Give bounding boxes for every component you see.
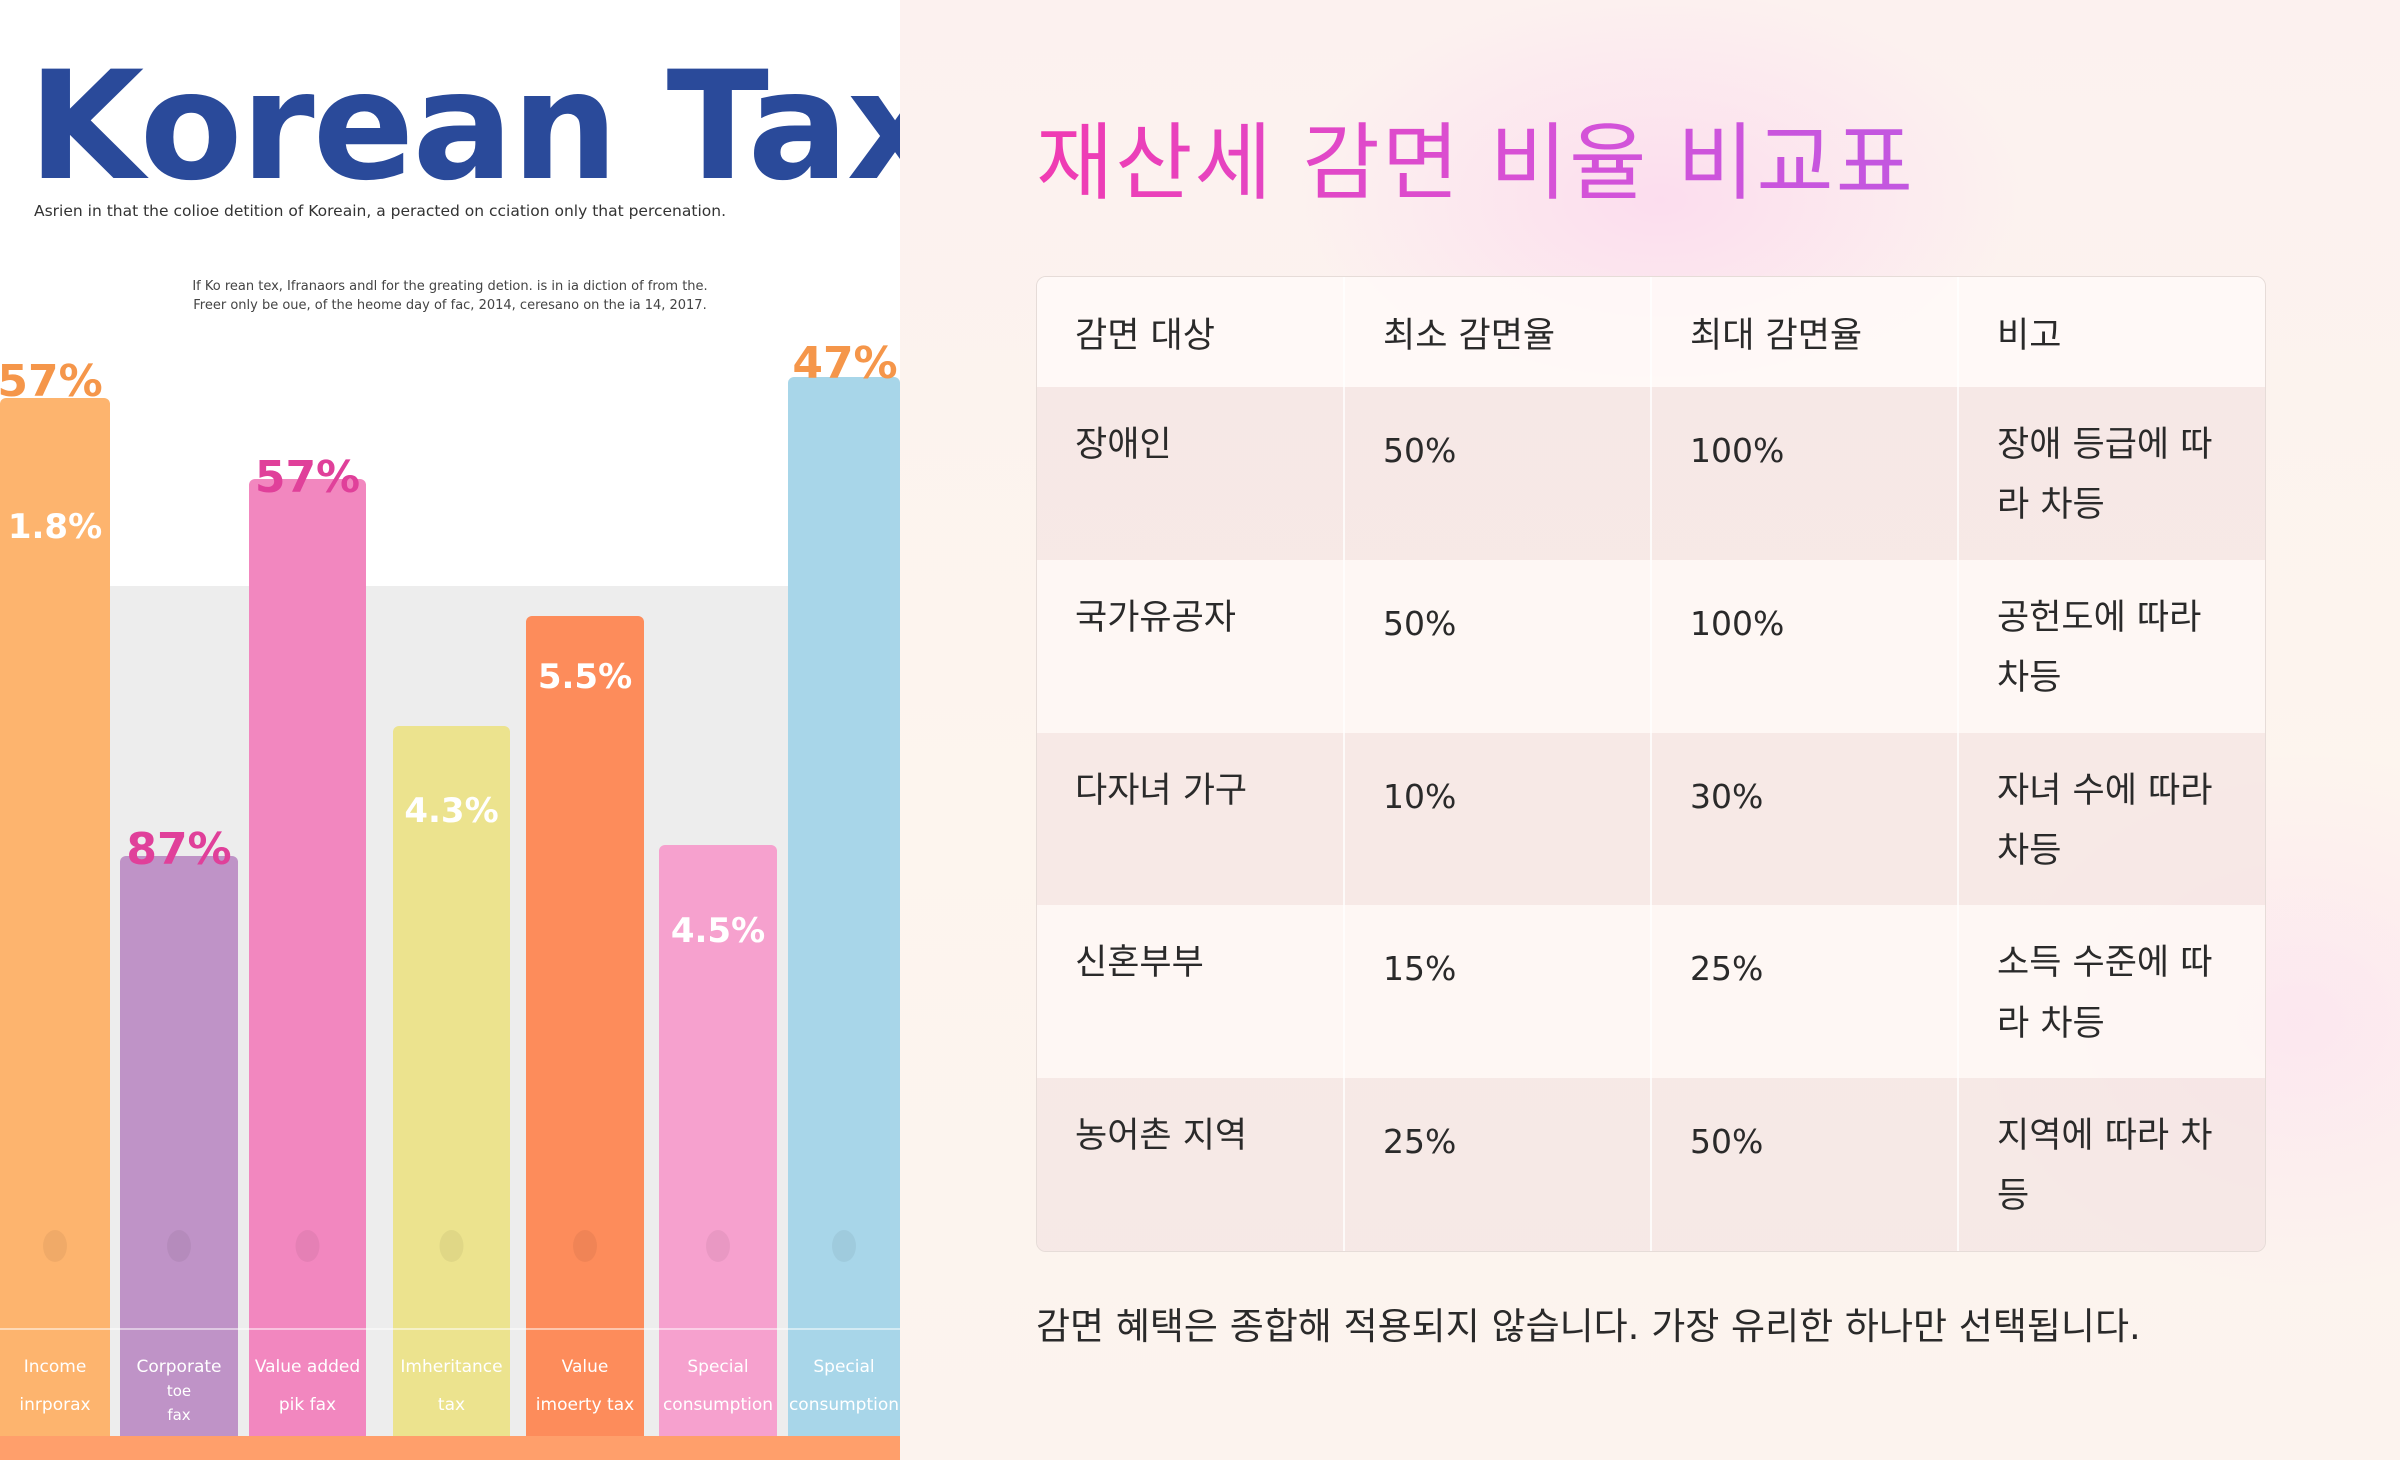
bar-dot [573, 1230, 597, 1262]
bar-category-label: Income [24, 1357, 87, 1377]
bar-dot [43, 1230, 67, 1262]
cell-note: 장애 등급에 따라 차등 [1958, 387, 2265, 560]
cell-note: 지역에 따라 차등 [1958, 1078, 2265, 1251]
cell-note: 자녀 수에 따라 차등 [1958, 732, 2265, 906]
reduction-rate-table: 감면 대상 최소 감면율 최대 감면율 비고 장애인 50% 100% 장애 등… [1036, 276, 2266, 1252]
cell-target: 장애인 [1037, 387, 1345, 560]
bar-label-divider [0, 1328, 900, 1330]
bar-category-label: Corporate [137, 1357, 222, 1377]
bar-dot [439, 1230, 464, 1262]
bar-value-label: 87% [126, 824, 231, 875]
bar-dot [167, 1230, 191, 1262]
tax-bar [788, 377, 900, 1446]
bar-inner-label: 4.3% [404, 791, 498, 831]
comparison-panel: 재산세 감면 비율 비교표 감면 대상 최소 감면율 최대 감면율 비고 장애인… [900, 0, 2400, 1460]
bar-value-label: 57% [255, 452, 360, 503]
cell-min-rate: 25% [1344, 1078, 1652, 1251]
cell-note: 공헌도에 따라 차등 [1958, 559, 2265, 733]
footnote: 감면 혜택은 종합해 적용되지 않습니다. 가장 유리한 하나만 선택됩니다. [1036, 1305, 2141, 1348]
bar-dot [706, 1230, 730, 1262]
cell-target: 다자녀 가구 [1037, 732, 1345, 906]
column-header-max-rate: 최대 감면율 [1651, 277, 1959, 387]
table-header-row: 감면 대상 최소 감면율 최대 감면율 비고 [1037, 277, 2265, 387]
cell-max-rate: 25% [1651, 905, 1959, 1079]
bar-inner-label: 5.5% [538, 657, 632, 697]
tax-bar [526, 616, 644, 1446]
infographic-title: Korean Tax [28, 40, 900, 214]
tax-bar [659, 845, 777, 1446]
tax-bar [0, 398, 110, 1446]
cell-max-rate: 50% [1651, 1078, 1959, 1251]
cell-max-rate: 100% [1651, 559, 1959, 733]
caption-line-1: If Ko rean tex, Ifranaors andl for the g… [192, 279, 708, 294]
cell-min-rate: 50% [1344, 559, 1652, 733]
bar-category-label: Special [687, 1357, 748, 1377]
bar-value-label: 57% [0, 356, 103, 407]
bar-category-label: fax [167, 1406, 190, 1424]
bar-category-label: consumption [663, 1395, 773, 1415]
bar-inner-label: 1.8% [8, 507, 102, 547]
tax-bar-chart: 57% 1.8% Income inrporax 87% Corporate toe fax 5… [0, 338, 900, 1446]
bar-value-label: 47% [792, 338, 897, 389]
bar-category-label: inrporax [19, 1395, 90, 1415]
table-row: 농어촌 지역 25% 50% 지역에 따라 차등 [1037, 1078, 2265, 1251]
table-row: 신혼부부 15% 25% 소득 수준에 따라 차등 [1037, 905, 2265, 1079]
bar-category-label: toe [167, 1382, 191, 1400]
table-row: 국가유공자 50% 100% 공헌도에 따라 차등 [1037, 559, 2265, 733]
cell-max-rate: 30% [1651, 732, 1959, 906]
bar-inner-label: 4.5% [671, 911, 765, 951]
tax-bar [249, 479, 366, 1446]
bar-category-label: pik fax [279, 1395, 336, 1415]
cell-target: 신혼부부 [1037, 905, 1345, 1079]
bar-category-label: Special [813, 1357, 874, 1377]
column-header-note: 비고 [1958, 277, 2265, 387]
bar-dot [832, 1230, 856, 1262]
table-row: 다자녀 가구 10% 30% 자녀 수에 따라 차등 [1037, 732, 2265, 906]
cell-max-rate: 100% [1651, 387, 1959, 560]
cell-note: 소득 수준에 따라 차등 [1958, 905, 2265, 1079]
infographic-panel: Korean Tax Asrien in that the colioe det… [0, 0, 900, 1460]
cell-target: 농어촌 지역 [1037, 1078, 1345, 1251]
column-header-min-rate: 최소 감면율 [1344, 277, 1652, 387]
cell-min-rate: 50% [1344, 387, 1652, 560]
bar-category-label: Value [562, 1357, 609, 1377]
bar-category-label: Imheritance [400, 1357, 502, 1377]
bar-category-label: tax [438, 1395, 465, 1415]
caption-line-2: Freer only be oue, of the heome day of f… [193, 297, 707, 313]
column-header-target: 감면 대상 [1037, 277, 1345, 387]
bar-category-label: consumption [789, 1395, 899, 1415]
table-row: 장애인 50% 100% 장애 등급에 따라 차등 [1037, 387, 2265, 560]
bar-category-label: imoerty tax [536, 1395, 634, 1415]
cell-target: 국가유공자 [1037, 559, 1345, 733]
bottom-strip [0, 1436, 900, 1460]
bar-dot [295, 1230, 320, 1262]
infographic-caption: If Ko rean tex, Ifranaors andl for the g… [130, 278, 770, 316]
infographic-subtitle: Asrien in that the colioe detition of Ko… [34, 202, 726, 220]
tax-bar [120, 856, 238, 1446]
tax-bar [393, 726, 510, 1446]
page-title: 재산세 감면 비율 비교표 [1036, 96, 1915, 217]
cell-min-rate: 10% [1344, 732, 1652, 906]
bar-category-label: Value added [255, 1357, 360, 1377]
cell-min-rate: 15% [1344, 905, 1652, 1079]
